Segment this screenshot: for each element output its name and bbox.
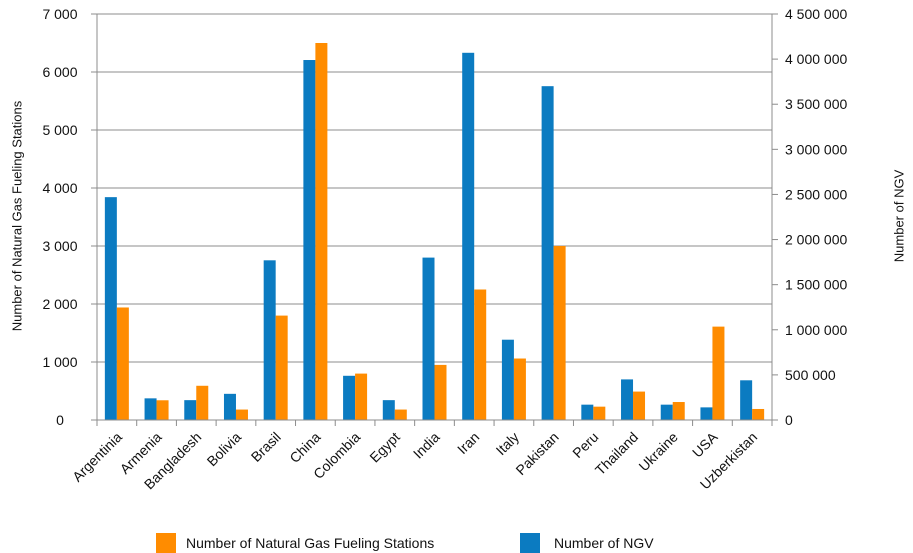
category-label-iran: Iran (454, 429, 482, 457)
bar-ngv-china (303, 60, 316, 420)
bar-ngv-argentinia (104, 197, 117, 420)
bar-stations-iran (474, 289, 487, 420)
bar-stations-thailand (633, 391, 646, 420)
left-tick-label: 5 000 (42, 122, 77, 138)
bar-ngv-iran (462, 52, 475, 420)
bar-ngv-bangladesh (184, 400, 197, 420)
bar-ngv-egypt (382, 400, 395, 420)
legend-swatch-stations (156, 533, 176, 553)
category-label-ukraine: Ukraine (635, 429, 681, 475)
right-tick-label: 3 500 000 (785, 96, 847, 112)
right-axis-ticks: 0 500 000 1 000 000 1 500 000 2 000 000 2 500… (772, 6, 847, 428)
bars (104, 43, 765, 420)
bar-stations-bolivia (235, 409, 248, 420)
gridlines (97, 13, 772, 363)
bar-ngv-italy (501, 339, 514, 420)
legend-label-ngv: Number of NGV (554, 535, 654, 551)
bar-stations-ukraine (672, 402, 685, 420)
left-axis-ticks: 0 1 000 2 000 3 000 4 000 5 000 6 000 7 000 (42, 6, 97, 428)
bar-ngv-india (422, 257, 435, 420)
bar-stations-italy (513, 358, 526, 420)
bar-stations-bangladesh (196, 385, 209, 420)
left-tick-label: 4 000 (42, 180, 77, 196)
category-label-usa: USA (689, 428, 721, 460)
bar-stations-india (434, 364, 447, 420)
right-tick-label: 3 000 000 (785, 141, 847, 157)
legend-swatch-ngv (520, 533, 540, 553)
left-axis-title: Number of Natural Gas Fueling Stations (9, 100, 24, 331)
bar-stations-egypt (394, 409, 407, 420)
category-label-bolivia: Bolivia (204, 429, 245, 470)
category-label-pakistan: Pakistan (512, 429, 561, 478)
bar-ngv-uzberkistan (740, 380, 753, 420)
bar-stations-uzberkistan (752, 408, 765, 420)
bar-stations-brasil (275, 315, 288, 420)
right-tick-label: 0 (785, 412, 793, 428)
bar-ngv-brasil (263, 260, 276, 420)
category-label-egypt: Egypt (366, 429, 403, 466)
right-tick-label: 4 500 000 (785, 6, 847, 22)
category-label-india: India (410, 429, 443, 462)
bar-stations-armenia (156, 400, 169, 420)
bar-stations-pakistan (553, 246, 566, 420)
bar-ngv-pakistan (541, 86, 554, 420)
bar-stations-usa (712, 326, 725, 420)
right-tick-label: 500 000 (785, 367, 836, 383)
left-tick-label: 0 (56, 412, 64, 428)
bar-ngv-ukraine (660, 404, 673, 420)
category-label-brasil: Brasil (248, 429, 284, 465)
left-tick-label: 6 000 (42, 64, 77, 80)
right-axis-title: Number of NGV (891, 169, 906, 262)
category-label-argentinia: Argentinia (69, 429, 125, 485)
category-label-thailand: Thailand (592, 429, 641, 478)
bar-ngv-peru (581, 404, 594, 420)
bar-ngv-armenia (144, 398, 157, 420)
bar-stations-argentinia (116, 307, 129, 420)
axes (96, 14, 773, 426)
bar-ngv-colombia (343, 375, 356, 420)
left-tick-label: 1 000 (42, 354, 77, 370)
left-tick-label: 7 000 (42, 6, 77, 22)
right-tick-label: 1 000 000 (785, 322, 847, 338)
right-tick-label: 2 500 000 (785, 186, 847, 202)
bar-stations-colombia (355, 373, 368, 420)
bar-ngv-thailand (621, 379, 634, 420)
category-label-peru: Peru (569, 429, 601, 461)
category-label-china: China (286, 429, 323, 466)
left-tick-label: 2 000 (42, 296, 77, 312)
bar-ngv-usa (700, 407, 713, 420)
bar-stations-peru (593, 406, 606, 420)
left-tick-label: 3 000 (42, 238, 77, 254)
right-tick-label: 2 000 000 (785, 232, 847, 248)
legend: Number of Natural Gas Fueling Stations N… (156, 533, 654, 553)
category-label-italy: Italy (493, 429, 522, 458)
bar-stations-china (315, 43, 328, 420)
legend-label-stations: Number of Natural Gas Fueling Stations (186, 535, 434, 551)
right-tick-label: 4 000 000 (785, 51, 847, 67)
bar-ngv-bolivia (223, 393, 236, 420)
right-tick-label: 1 500 000 (785, 277, 847, 293)
